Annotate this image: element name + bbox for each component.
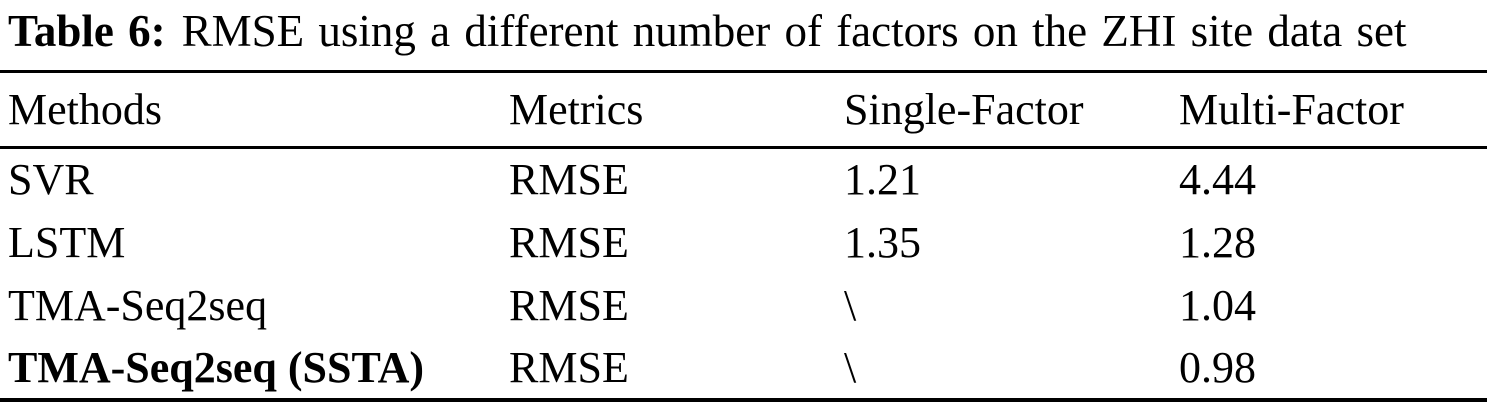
table-row: TMA-Seq2seq RMSE \ 1.04 — [0, 274, 1487, 337]
col-header-single-factor: Single-Factor — [844, 71, 1179, 149]
single-factor-cell: \ — [844, 342, 857, 392]
single-factor-cell: \ — [844, 280, 857, 330]
caption-text: RMSE using a different number of factors… — [181, 6, 1407, 56]
method-cell: LSTM — [8, 217, 126, 267]
caption-label: Table 6: — [8, 6, 166, 56]
method-cell: TMA-Seq2seq (SSTA) — [8, 342, 425, 392]
multi-factor-cell: 1.28 — [1179, 217, 1256, 267]
multi-factor-cell: 4.44 — [1179, 155, 1256, 205]
metric-cell: RMSE — [509, 342, 629, 392]
table-header: Methods Metrics Single-Factor Multi-Fact… — [0, 71, 1487, 149]
table-row: LSTM RMSE 1.35 1.28 — [0, 211, 1487, 274]
table-row: SVR RMSE 1.21 4.44 — [0, 148, 1487, 211]
method-cell: TMA-Seq2seq — [8, 280, 268, 330]
multi-factor-cell: 1.04 — [1179, 280, 1256, 330]
method-cell: SVR — [8, 155, 94, 205]
metric-cell: RMSE — [509, 155, 629, 205]
single-factor-cell: 1.35 — [844, 217, 921, 267]
results-table: Methods Metrics Single-Factor Multi-Fact… — [0, 70, 1487, 402]
multi-factor-cell: 0.98 — [1179, 342, 1256, 392]
metric-cell: RMSE — [509, 217, 629, 267]
table-row: TMA-Seq2seq (SSTA) RMSE \ 0.98 — [0, 337, 1487, 400]
col-header-multi-factor: Multi-Factor — [1179, 71, 1487, 149]
table-caption: Table 6: RMSE using a different number of… — [0, 0, 1487, 70]
col-header-methods: Methods — [0, 71, 509, 149]
metric-cell: RMSE — [509, 280, 629, 330]
table-body: SVR RMSE 1.21 4.44 LSTM RMSE 1.35 1.28 T… — [0, 148, 1487, 400]
header-row: Methods Metrics Single-Factor Multi-Fact… — [0, 71, 1487, 149]
col-header-metrics: Metrics — [509, 71, 844, 149]
single-factor-cell: 1.21 — [844, 155, 921, 205]
